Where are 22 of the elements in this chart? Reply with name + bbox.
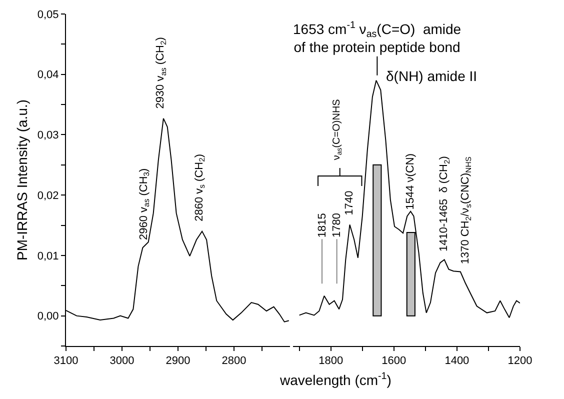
y-tick-label: 0,04 bbox=[37, 69, 59, 82]
x-tick-label: 3100 bbox=[54, 355, 78, 368]
x-tick-label: 1400 bbox=[444, 355, 470, 368]
y-tick-label: 0,02 bbox=[37, 190, 59, 202]
y-tick-label: 0,05 bbox=[37, 8, 59, 21]
annotation: 1740 bbox=[343, 190, 356, 216]
annotation: 1653 cm$^{-1}$ ν$_{as}$(C=O) amide of the protein peptide bond bbox=[293, 20, 462, 56]
y-tick-label: 0,01 bbox=[37, 250, 59, 262]
x-tick-label: 1800 bbox=[318, 355, 344, 368]
y-tick-label: 0,00 bbox=[37, 310, 59, 323]
x-tick-label: 1600 bbox=[382, 355, 406, 368]
annotation: δ(NH) amide II bbox=[386, 68, 478, 84]
x-tick-label: 1200 bbox=[508, 355, 532, 368]
y-axis-title: PM-IRRAS Intensity (a.u.) bbox=[14, 99, 30, 261]
x-tick-label: 2900 bbox=[166, 355, 190, 368]
x-tick-label: 3000 bbox=[110, 355, 134, 368]
annotation: 1780 bbox=[331, 212, 344, 238]
x-tick-label: 2800 bbox=[222, 355, 246, 368]
annotation: 1815 bbox=[316, 213, 328, 238]
annotation: 1544 ν(CN) bbox=[404, 154, 416, 210]
x-axis-title: wavelength (cm$^{-1}$) bbox=[279, 371, 392, 388]
y-tick-label: 0,03 bbox=[37, 130, 59, 142]
